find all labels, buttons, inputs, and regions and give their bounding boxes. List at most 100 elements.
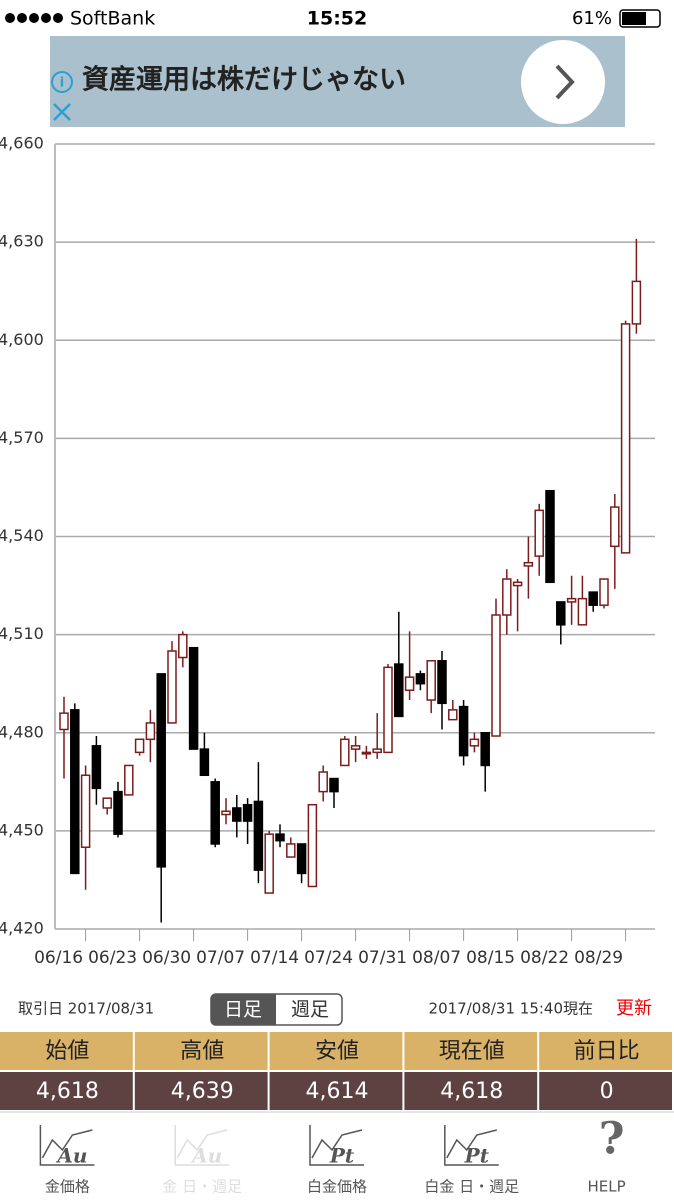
toggle-weekly[interactable]: 週足 — [291, 999, 329, 1021]
battery-icon — [619, 9, 661, 28]
candle-body — [113, 790, 123, 835]
x-tick-label: 08/15 — [466, 948, 515, 968]
candle-body — [264, 833, 274, 894]
candle-body — [512, 581, 523, 587]
candle-body — [372, 748, 382, 754]
candle-body — [556, 601, 566, 626]
toggle-active[interactable] — [211, 994, 276, 1025]
tab-icon-text: Pt — [329, 1144, 355, 1168]
value-label: 4,618 — [36, 1079, 99, 1104]
candle-body — [610, 506, 620, 548]
candle-body — [620, 323, 631, 554]
candle-body — [329, 777, 339, 793]
tab-label: 金 日・週足 — [162, 1178, 242, 1196]
candle-body — [404, 676, 415, 691]
carrier: SoftBank — [70, 8, 155, 30]
candle-body — [480, 732, 490, 767]
candle-body — [221, 810, 231, 816]
candle-body — [415, 673, 426, 685]
candle-body — [491, 614, 501, 737]
clock: 15:52 — [307, 8, 367, 30]
header-cell — [134, 1032, 268, 1070]
candle-body — [80, 774, 91, 848]
y-tick-label: 4,660 — [0, 134, 44, 153]
candle-body — [59, 712, 69, 731]
tab-icon — [444, 1125, 499, 1166]
candle-body — [318, 771, 328, 793]
header-cell — [269, 1032, 403, 1070]
value-cell — [0, 1072, 133, 1110]
candle-body — [534, 509, 544, 557]
refresh[interactable]: 更新 — [616, 998, 652, 1019]
toggle-daily[interactable]: 日足 — [224, 999, 262, 1021]
as-of: 2017/08/31 15:40現在 — [429, 1000, 593, 1018]
value-label: 4,639 — [171, 1079, 234, 1104]
candle-body — [286, 843, 296, 858]
candle-body — [275, 833, 285, 842]
tab-label: 白金価格 — [307, 1178, 367, 1196]
x-tick-label: 07/31 — [358, 948, 407, 968]
header-cell — [539, 1032, 672, 1070]
candle-body — [566, 597, 577, 603]
candle-body — [340, 738, 350, 767]
candle-body — [178, 633, 188, 659]
candlestick-chart: 4,420 4,450 4,480 4,510 4,540 4,570 4,600 4,630… — [0, 134, 655, 968]
candle-body — [383, 666, 393, 754]
tab-icon-text: Au — [55, 1144, 87, 1168]
ad-button[interactable] — [521, 40, 605, 124]
header-label: 現在値 — [439, 1039, 505, 1064]
value-label: 0 — [600, 1079, 614, 1104]
candle-body — [545, 489, 555, 584]
x-tick-label: 07/07 — [196, 948, 245, 968]
x-tick-label: 08/07 — [412, 948, 461, 968]
value-label: 4,614 — [306, 1079, 369, 1104]
header-label: 高値 — [180, 1039, 224, 1064]
tab-bar: Au 金価格 Au 金 日・週足 Pt 白金価格 Pt 白金 日・週足? HELP — [0, 1113, 674, 1200]
ad-chevron — [555, 64, 575, 100]
ad-text: 資産運用は株だけじゃない — [82, 64, 406, 96]
y-tick-label: 4,420 — [0, 919, 44, 938]
tab[interactable] — [0, 1113, 135, 1200]
candle-body — [307, 803, 318, 888]
value-cell — [404, 1072, 538, 1110]
value-cell — [134, 1072, 268, 1110]
candle-body — [232, 807, 242, 822]
candle-body — [102, 797, 112, 809]
candle-body — [394, 663, 404, 718]
candle-body — [426, 660, 436, 701]
candle-body — [523, 561, 534, 567]
tab[interactable] — [404, 1113, 540, 1200]
candle-body — [599, 578, 609, 606]
x-tick-label: 07/14 — [250, 948, 299, 968]
tab[interactable] — [269, 1113, 405, 1200]
candle-body — [199, 748, 210, 777]
x-tick-label: 06/23 — [88, 948, 137, 968]
tab-icon — [309, 1125, 364, 1166]
candle-body — [296, 843, 307, 875]
candle-body — [361, 751, 372, 755]
y-tick-label: 4,600 — [0, 330, 44, 349]
value-cell — [269, 1072, 403, 1110]
candle-body — [145, 722, 156, 741]
battery-fill — [622, 12, 646, 25]
ad-info[interactable] — [51, 71, 73, 93]
ad-info-i: i — [60, 76, 64, 91]
candle-body — [588, 591, 598, 606]
candle-body — [350, 745, 361, 750]
price-table: 始値 4,618 高値 4,639 安値 4,614 現在値 4,618 前日比 0 — [0, 1032, 672, 1110]
y-tick-label: 4,450 — [0, 820, 44, 839]
candle-body — [167, 650, 177, 724]
y-tick-label: 4,540 — [0, 526, 44, 545]
tab[interactable] — [539, 1113, 674, 1200]
battery-level: 61% — [572, 8, 612, 29]
header-label: 安値 — [315, 1039, 359, 1064]
tab[interactable] — [134, 1113, 270, 1200]
tab-icon-text: Pt — [464, 1144, 490, 1168]
tab-icon — [39, 1125, 95, 1166]
x-tick-label: 08/22 — [520, 948, 569, 968]
y-tick-label: 4,510 — [0, 624, 44, 643]
ad-close[interactable] — [53, 103, 71, 121]
x-tick-label: 07/24 — [304, 948, 353, 968]
